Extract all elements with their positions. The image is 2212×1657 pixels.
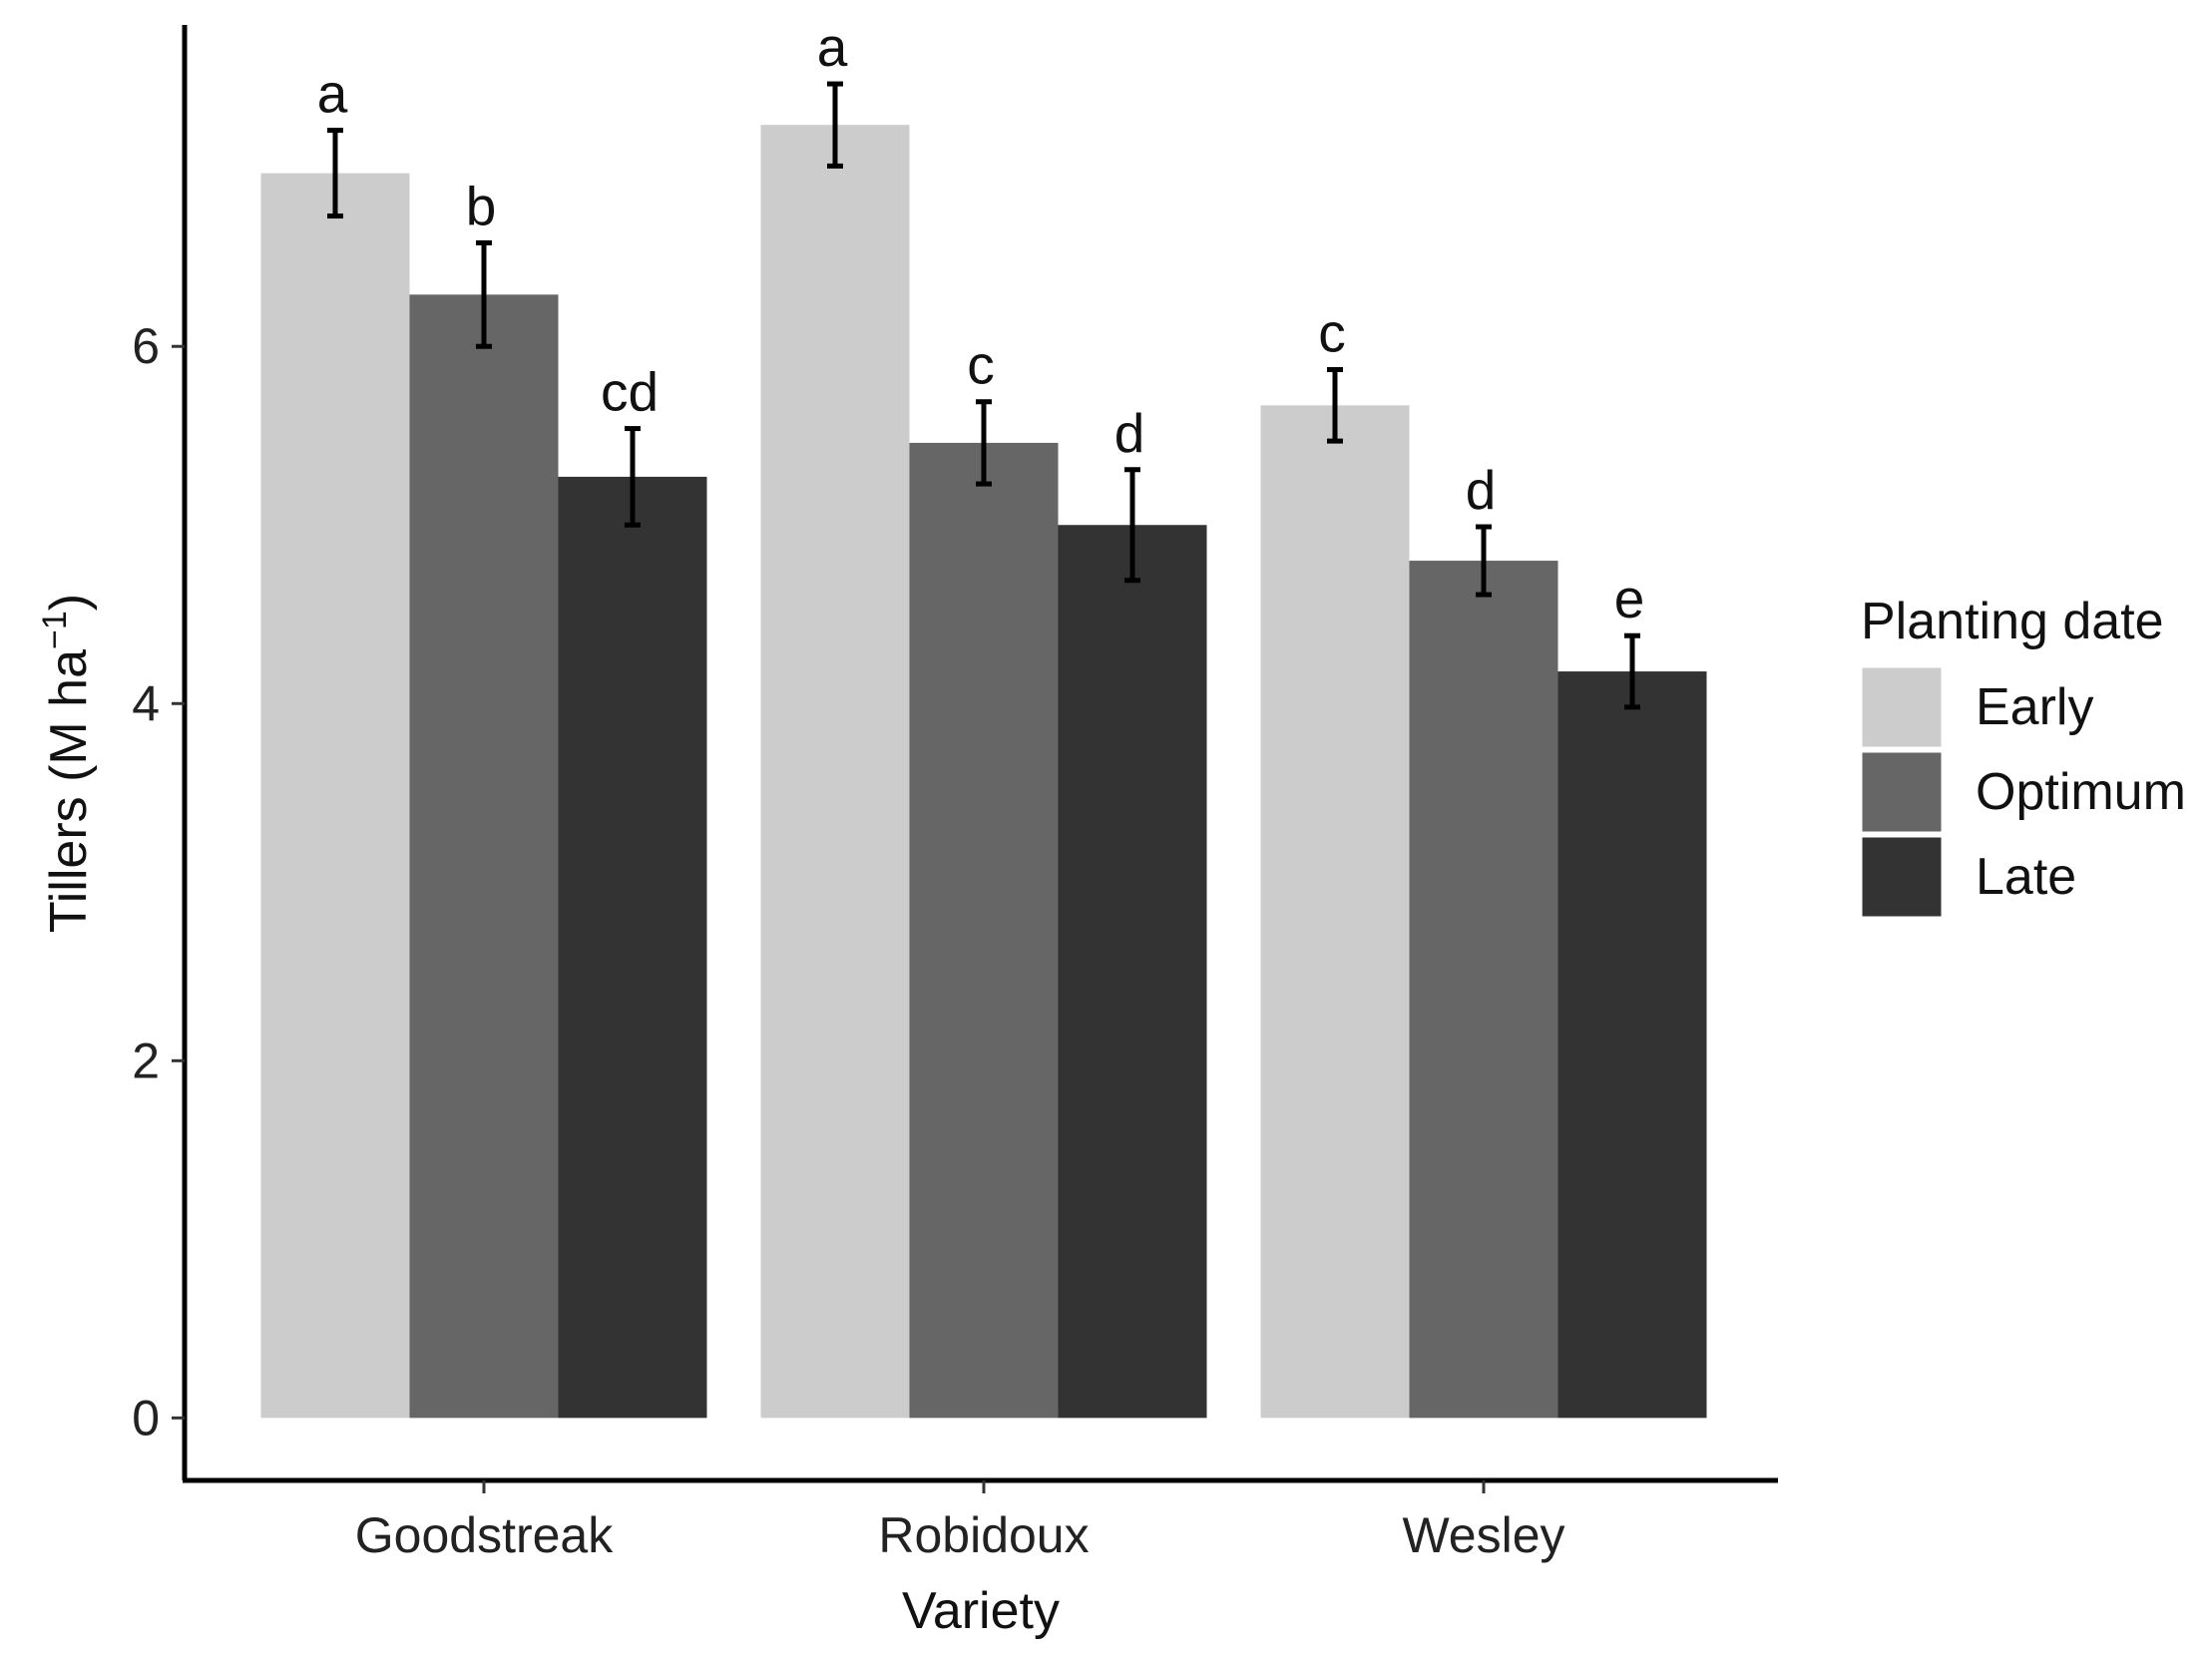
significance-letter: cd: [601, 361, 659, 423]
bar-late-wesley: [1557, 671, 1707, 1419]
error-bar: [1124, 467, 1140, 584]
legend-label-optimum: Optimum: [1976, 763, 2186, 821]
legend-label-early: Early: [1976, 678, 2093, 736]
x-axis-ticks: Goodstreak Robidoux Wesley: [355, 1480, 1565, 1563]
bar-early-robidoux: [760, 125, 910, 1419]
y-axis-ticks: 0 2 4 6: [132, 318, 185, 1446]
error-bar: [1476, 524, 1492, 598]
significance-letter: a: [317, 63, 348, 125]
error-bar: [1624, 632, 1640, 710]
significance-letter: c: [967, 334, 995, 396]
y-axis-title-main: Tillers (M ha: [40, 649, 98, 933]
y-tick-label: 6: [132, 318, 160, 374]
legend-key-late: [1859, 834, 1945, 920]
y-tick-label: 0: [132, 1390, 160, 1446]
y-tick-label: 4: [132, 675, 160, 731]
significance-letter: b: [466, 175, 497, 236]
error-bar: [1327, 367, 1343, 444]
error-bar: [976, 399, 992, 487]
bar-late-robidoux: [1058, 525, 1207, 1419]
significance-letter: c: [1318, 302, 1346, 364]
x-axis-title: Variety: [902, 1582, 1060, 1640]
significance-letter: e: [1614, 568, 1645, 629]
y-tick-label: 2: [132, 1033, 160, 1088]
x-tick-label: Goodstreak: [355, 1507, 614, 1563]
error-bar: [327, 128, 343, 219]
significance-letter: d: [1114, 402, 1145, 464]
significance-letter: a: [817, 16, 848, 78]
error-bar: [476, 239, 492, 349]
x-tick-label: Wesley: [1402, 1507, 1564, 1563]
legend-key-early: [1859, 664, 1945, 750]
legend-label-late: Late: [1976, 848, 2076, 906]
bar-optimum-wesley: [1409, 561, 1558, 1419]
bar-optimum-goodstreak: [409, 294, 559, 1419]
x-tick-label: Robidoux: [878, 1507, 1089, 1563]
legend-key-optimum: [1859, 749, 1945, 835]
bar-early-wesley: [1260, 405, 1410, 1419]
y-axis-title: Tillers (M ha−1): [36, 594, 98, 933]
legend: Planting date Early Optimum Late: [1859, 593, 2186, 920]
significance-letter: d: [1466, 459, 1497, 521]
y-axis-title-close: ): [40, 594, 98, 611]
bar-optimum-robidoux: [909, 442, 1059, 1419]
y-axis-title-superscript: −1: [36, 611, 74, 649]
legend-title: Planting date: [1861, 593, 2164, 650]
error-bar: [625, 426, 641, 528]
bar-late-goodstreak: [558, 476, 707, 1419]
error-bar: [827, 81, 843, 169]
bar-early-goodstreak: [260, 173, 410, 1419]
